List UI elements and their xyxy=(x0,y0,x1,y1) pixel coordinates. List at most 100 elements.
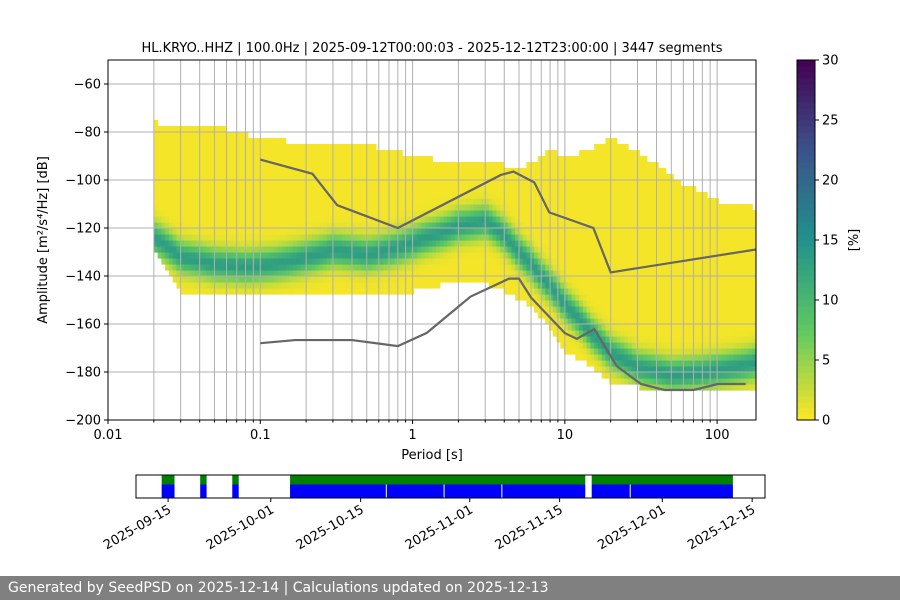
psd-cell xyxy=(462,216,467,223)
psd-cell xyxy=(236,132,241,139)
psd-cell xyxy=(673,300,678,307)
psd-cell xyxy=(692,312,697,319)
psd-cell xyxy=(368,258,373,265)
psd-cell xyxy=(473,276,479,283)
psd-cell xyxy=(443,264,448,271)
psd-cell xyxy=(469,210,475,217)
psd-cell xyxy=(357,240,362,247)
psd-cell xyxy=(240,222,245,229)
psd-cell xyxy=(500,180,505,187)
psd-cell xyxy=(406,264,411,271)
psd-cell xyxy=(488,246,494,253)
psd-cell xyxy=(221,216,226,223)
psd-cell xyxy=(609,300,614,307)
psd-cell xyxy=(180,156,185,163)
psd-cell xyxy=(368,276,373,283)
psd-cell xyxy=(511,258,516,265)
colorbar-step xyxy=(797,216,815,223)
psd-cell xyxy=(229,264,234,271)
psd-cell xyxy=(266,204,272,211)
psd-cell xyxy=(176,168,181,175)
psd-cell xyxy=(244,252,249,259)
psd-cell xyxy=(153,216,159,223)
psd-cell xyxy=(526,162,531,169)
psd-cell xyxy=(217,288,223,295)
psd-cell xyxy=(650,198,655,205)
psd-cell xyxy=(447,234,452,241)
psd-cell xyxy=(229,144,234,151)
psd-cell xyxy=(183,150,189,157)
psd-cell xyxy=(262,156,268,163)
psd-cell xyxy=(616,366,622,373)
psd-cell xyxy=(232,180,238,187)
psd-cell xyxy=(631,150,637,157)
psd-cell xyxy=(308,264,313,271)
psd-cell xyxy=(537,306,543,313)
psd-cell xyxy=(729,300,735,307)
psd-cell xyxy=(236,168,241,175)
psd-cell xyxy=(342,180,347,187)
psd-cell xyxy=(688,300,693,307)
psd-cell xyxy=(522,216,528,223)
psd-cell xyxy=(612,180,618,187)
psd-cell xyxy=(500,174,505,181)
psd-cell xyxy=(710,324,716,331)
psd-cell xyxy=(214,132,219,139)
psd-cell xyxy=(609,336,614,343)
psd-cell xyxy=(579,288,584,295)
psd-cell xyxy=(183,216,189,223)
psd-cell xyxy=(684,234,689,241)
psd-cell xyxy=(183,222,189,229)
psd-cell xyxy=(503,216,509,223)
psd-cell xyxy=(266,186,272,193)
psd-cell xyxy=(180,270,185,277)
psd-cell xyxy=(195,174,200,181)
psd-cell xyxy=(319,144,324,151)
psd-cell xyxy=(293,168,298,175)
psd-cell xyxy=(590,186,595,193)
psd-cell xyxy=(281,192,287,199)
psd-cell xyxy=(684,216,689,223)
psd-cell xyxy=(247,144,253,151)
psd-cell xyxy=(522,264,528,271)
psd-cell xyxy=(199,270,204,277)
psd-cell xyxy=(353,156,358,163)
psd-cell xyxy=(597,150,603,157)
psd-cell xyxy=(688,366,693,373)
psd-cell xyxy=(236,138,241,145)
psd-cell xyxy=(451,222,456,229)
psd-cell xyxy=(590,288,595,295)
psd-cell xyxy=(616,306,622,313)
psd-cell xyxy=(398,150,403,157)
psd-cell xyxy=(225,252,230,259)
psd-cell xyxy=(417,252,422,259)
psd-cell xyxy=(206,264,211,271)
psd-cell xyxy=(202,150,208,157)
psd-cell xyxy=(436,240,441,247)
psd-cell xyxy=(597,168,603,175)
psd-cell xyxy=(582,198,588,205)
availability-segment xyxy=(161,475,175,485)
psd-cell xyxy=(586,216,591,223)
psd-cell xyxy=(695,192,701,199)
psd-cell xyxy=(308,198,313,205)
psd-cell xyxy=(646,240,652,247)
psd-cell xyxy=(274,210,279,217)
psd-cell xyxy=(270,288,275,295)
psd-cell xyxy=(556,234,561,241)
psd-cell xyxy=(323,210,328,217)
psd-cell xyxy=(315,192,321,199)
psd-cell xyxy=(428,282,433,289)
psd-cell xyxy=(575,282,580,289)
psd-cell xyxy=(360,258,366,265)
psd-cell xyxy=(266,138,272,145)
psd-cell xyxy=(289,174,294,181)
psd-cell xyxy=(541,216,546,223)
psd-cell xyxy=(744,372,750,379)
psd-cell xyxy=(722,264,727,271)
psd-cell xyxy=(168,180,174,187)
psd-cell xyxy=(752,312,756,319)
psd-cell xyxy=(390,252,396,259)
psd-cell xyxy=(718,384,723,391)
psd-cell xyxy=(473,240,479,247)
